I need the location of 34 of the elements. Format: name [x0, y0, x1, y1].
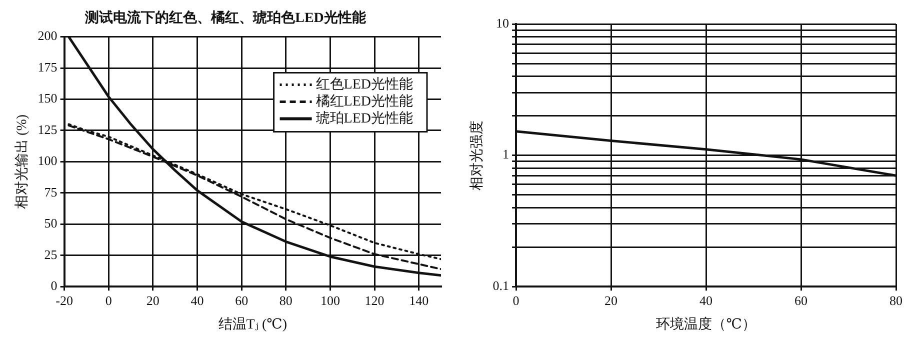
legend-label: 红色LED光性能	[316, 76, 414, 92]
y-tick-label: 0	[50, 278, 58, 294]
x-tick-label: 40	[190, 292, 204, 308]
y-tick-label: 25	[44, 246, 58, 262]
x-tick-label: 80	[279, 292, 292, 308]
x-tick-label: 0	[105, 292, 112, 308]
y-tick-label: 200	[38, 28, 58, 44]
x-tick-label: 120	[364, 292, 384, 308]
x-tick-label: 0	[512, 292, 520, 308]
x-tick-label: 80	[890, 292, 902, 308]
x-axis-title: 环境温度（℃）	[656, 316, 756, 332]
y-tick-label: 75	[44, 184, 58, 200]
y-tick-label: 150	[38, 90, 58, 106]
x-tick-label: 60	[235, 292, 248, 308]
y-tick-label: 10	[496, 15, 510, 30]
y-tick-label: 0.1	[492, 278, 510, 294]
legend-label: 橘红LED光性能	[316, 93, 414, 110]
legend-label: 琥珀LED光性能	[316, 110, 414, 126]
y-tick-label: 50	[44, 216, 58, 231]
y-tick-label: 125	[38, 122, 58, 137]
y-tick-label: 175	[38, 59, 58, 74]
x-tick-label: 40	[700, 292, 713, 308]
x-tick-label: 60	[794, 292, 808, 308]
chart-title: 测试电流下的红色、橘红、琥珀色LED光性能	[84, 9, 367, 26]
x-tick-label: -20	[56, 292, 73, 308]
y-axis-title: 相对光强度	[469, 120, 486, 190]
y-axis-title: 相对光输出 (%)	[14, 114, 30, 209]
x-tick-label: 100	[320, 292, 340, 308]
x-tick-label: 20	[146, 292, 160, 308]
x-axis-title: 结温Tⱼ (℃)	[218, 316, 288, 332]
y-tick-label: 100	[38, 153, 58, 168]
x-tick-label: 20	[604, 292, 618, 308]
y-tick-label: 1	[502, 146, 510, 162]
x-tick-label: 140	[409, 292, 429, 308]
